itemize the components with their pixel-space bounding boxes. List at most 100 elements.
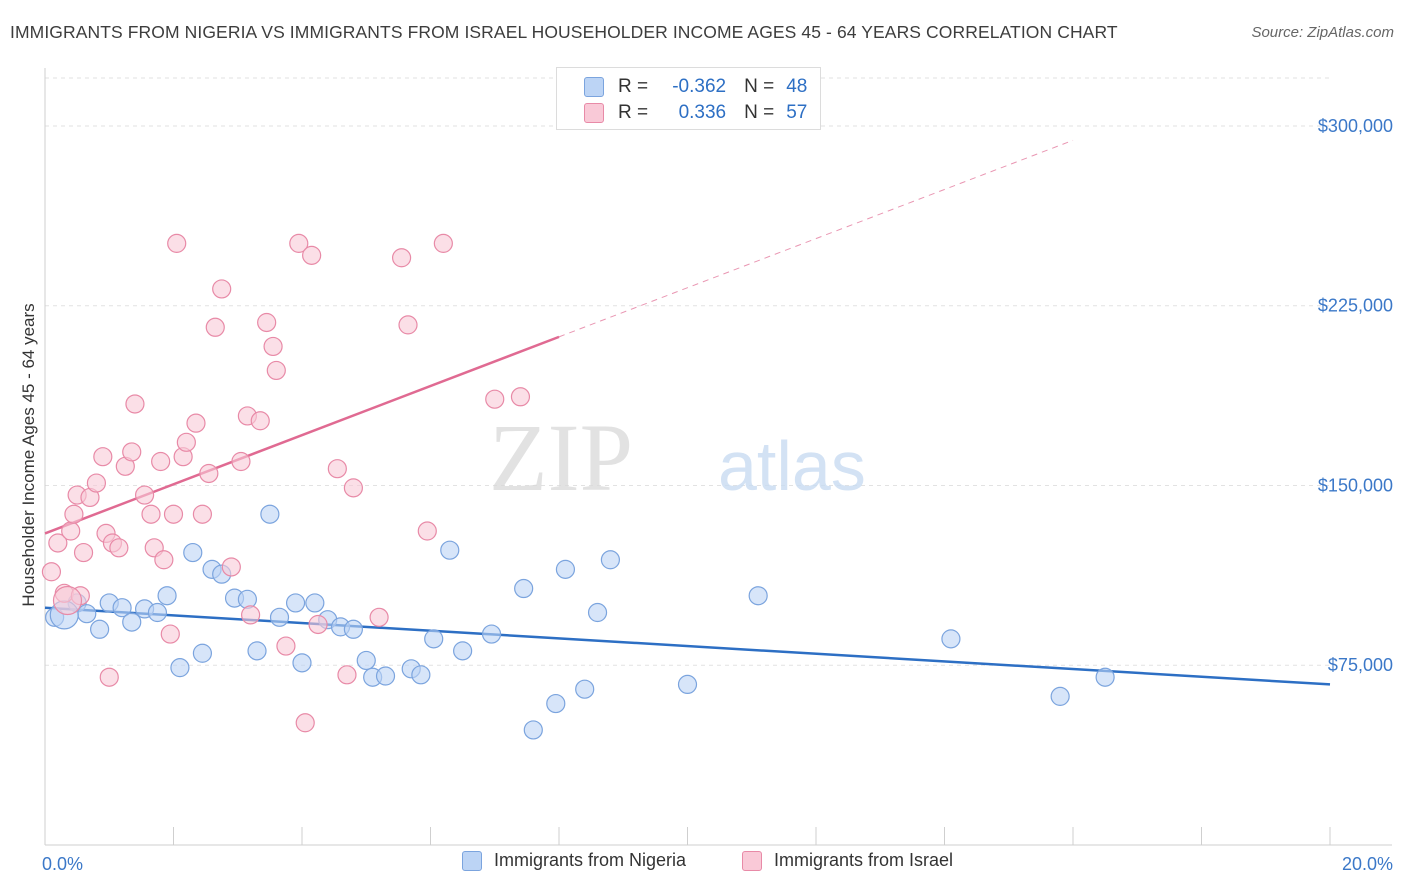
watermark-zip: ZIP [489, 404, 633, 511]
trend-line-0 [44, 606, 1331, 686]
point-nigeria-37 [546, 693, 566, 714]
point-nigeria-2 [77, 604, 97, 624]
point-israel-15 [122, 442, 142, 462]
point-nigeria-18 [260, 504, 280, 524]
stats-r-label: R = [618, 102, 649, 123]
point-nigeria-10 [170, 658, 190, 678]
point-israel-29 [205, 317, 225, 337]
stats-n-value-israel: 57 [786, 102, 808, 123]
trend-line-extension-1 [558, 139, 1074, 338]
point-israel-36 [257, 312, 277, 333]
point-israel-45 [337, 665, 357, 685]
point-israel-52 [485, 389, 505, 409]
point-nigeria-20 [285, 593, 306, 613]
point-nigeria-5 [112, 598, 132, 618]
point-nigeria-19 [269, 607, 290, 627]
point-nigeria-12 [192, 643, 213, 663]
point-israel-49 [398, 315, 418, 335]
point-israel-28 [199, 463, 219, 484]
point-israel-35 [250, 411, 270, 431]
y-axis-label: Householder Income Ages 45 - 64 years [19, 303, 38, 606]
x-tick-label-1: 20.0% [1342, 854, 1393, 874]
point-israel-13 [109, 538, 129, 558]
point-nigeria-39 [575, 679, 595, 699]
point-israel-40 [289, 233, 309, 253]
grid-lines [45, 77, 1330, 666]
point-israel-26 [186, 413, 206, 433]
point-nigeria-34 [481, 624, 502, 644]
point-nigeria-41 [600, 550, 621, 570]
point-nigeria-40 [587, 602, 608, 623]
y-tick-label-1: $150,000 [1318, 475, 1393, 495]
y-tick-label-2: $225,000 [1318, 296, 1393, 316]
point-israel-18 [141, 504, 161, 524]
point-israel-51 [433, 233, 453, 253]
stats-swatch-israel [584, 103, 604, 123]
point-nigeria-25 [343, 619, 363, 639]
point-nigeria-32 [453, 641, 473, 661]
point-nigeria-22 [305, 593, 325, 613]
point-nigeria-8 [147, 602, 168, 623]
point-israel-21 [154, 550, 174, 570]
point-nigeria-31 [424, 629, 444, 649]
point-nigeria-26 [356, 650, 376, 671]
point-nigeria-45 [1050, 686, 1070, 706]
point-israel-47 [369, 607, 389, 627]
y-tick-label-3: $300,000 [1318, 116, 1393, 136]
axes [44, 68, 1392, 846]
point-nigeria-9 [157, 586, 177, 606]
point-israel-37 [263, 336, 283, 357]
point-israel-10 [93, 447, 113, 467]
x-tick-labels: 0.0% 20.0% [42, 854, 1393, 874]
point-nigeria-43 [748, 586, 768, 606]
watermark: ZIP atlas [489, 404, 866, 511]
correlation-stats-box: R = -0.362 N = 48 R = 0.336 N = 57 [556, 67, 821, 130]
legend-item-nigeria[interactable]: Immigrants from Nigeria [462, 850, 686, 871]
legend: Immigrants from Nigeria Immigrants from … [0, 850, 1406, 880]
point-nigeria-17 [247, 641, 267, 661]
point-israel-43 [308, 614, 328, 635]
point-israel-27 [192, 504, 213, 524]
legend-item-israel[interactable]: Immigrants from Israel [742, 850, 953, 871]
point-nigeria-30 [411, 665, 431, 685]
stats-r-value-nigeria: -0.362 [672, 76, 727, 97]
point-nigeria-28 [375, 666, 396, 686]
source-credit: Source: ZipAtlas.com [1251, 24, 1394, 41]
y-tick-label-0: $75,000 [1328, 655, 1393, 675]
point-israel-25 [176, 432, 196, 452]
point-israel-23 [167, 233, 187, 253]
point-nigeria-46 [1095, 667, 1115, 687]
trend-lines [44, 139, 1331, 686]
point-israel-56 [52, 585, 83, 616]
point-israel-30 [212, 279, 232, 299]
point-israel-20 [151, 451, 171, 472]
stats-row-nigeria: R = -0.362 N = 48 [557, 74, 807, 100]
point-nigeria-44 [941, 629, 961, 649]
point-israel-1 [48, 533, 68, 553]
point-nigeria-33 [440, 540, 460, 560]
point-nigeria-35 [514, 578, 534, 599]
point-israel-32 [231, 451, 251, 472]
point-israel-39 [276, 636, 296, 656]
point-israel-3 [61, 521, 81, 541]
legend-label-israel: Immigrants from Israel [774, 850, 954, 870]
legend-label-nigeria: Immigrants from Nigeria [494, 850, 687, 870]
point-israel-16 [125, 394, 145, 414]
point-nigeria-38 [555, 559, 576, 579]
point-nigeria-6 [122, 612, 142, 632]
point-israel-38 [266, 360, 286, 381]
y-tick-labels: $75,000 $150,000 $225,000 $300,000 [1318, 116, 1393, 675]
point-israel-48 [391, 248, 412, 268]
stats-swatch-nigeria [584, 77, 604, 97]
legend-swatch-israel [742, 850, 762, 871]
point-israel-7 [73, 542, 94, 563]
point-israel-4 [64, 504, 84, 524]
point-israel-17 [134, 485, 155, 505]
point-israel-55 [163, 504, 184, 524]
x-tick-label-0: 0.0% [42, 854, 83, 874]
point-nigeria-36 [523, 720, 543, 740]
point-israel-50 [417, 521, 437, 541]
point-israel-44 [327, 459, 347, 479]
stats-n-value-nigeria: 48 [786, 76, 808, 97]
